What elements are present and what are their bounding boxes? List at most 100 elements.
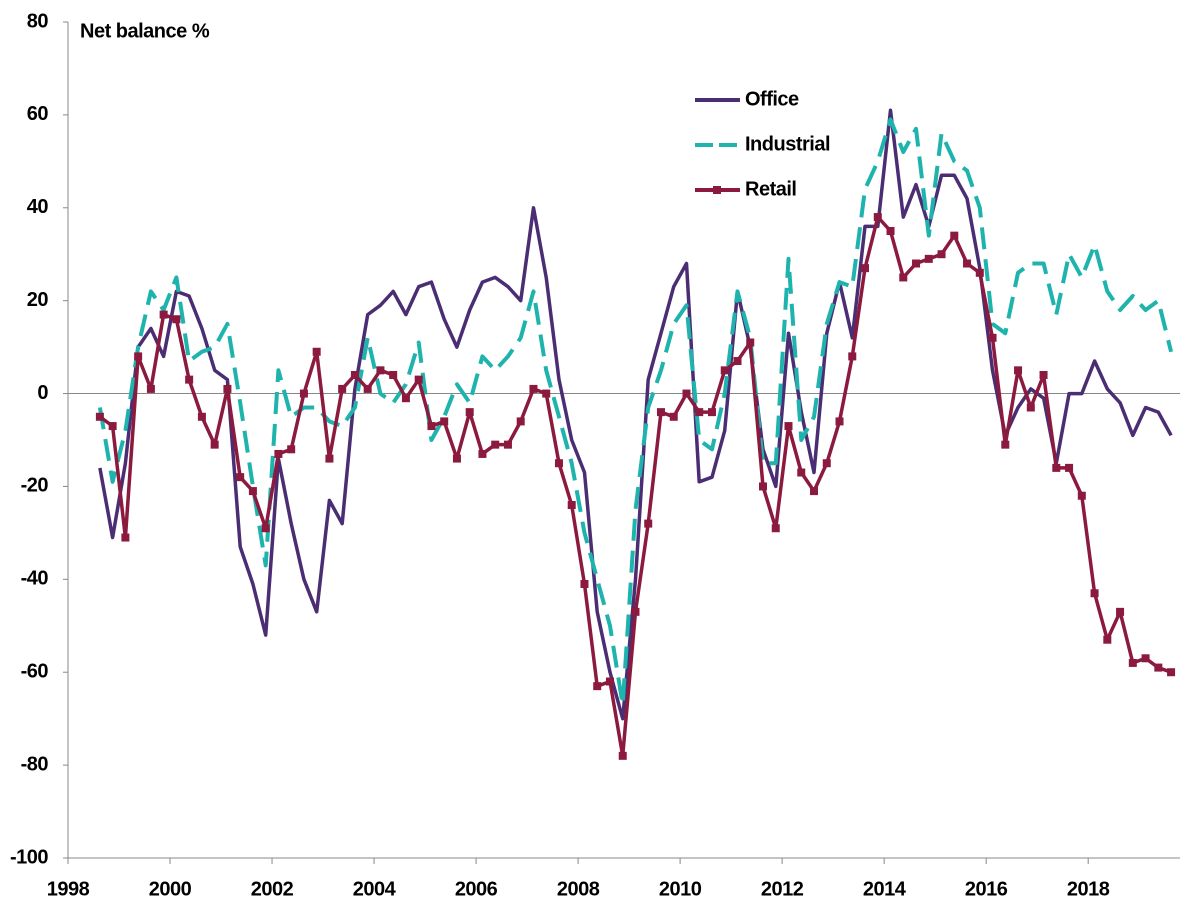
point-marker — [299, 389, 308, 398]
point-marker — [784, 422, 793, 431]
legend-label: Retail — [745, 178, 796, 200]
point-marker — [656, 408, 665, 417]
y-tick-label: -60 — [21, 661, 49, 683]
point-marker — [822, 459, 831, 468]
point-marker — [937, 250, 946, 259]
point-marker — [274, 449, 283, 458]
legend-label: Office — [745, 88, 799, 110]
x-tick-label: 2012 — [761, 878, 804, 900]
point-marker — [861, 264, 870, 273]
point-marker — [1052, 463, 1061, 472]
point-marker — [325, 454, 334, 463]
point-marker — [873, 213, 882, 222]
y-tick-label: 80 — [27, 10, 49, 32]
point-marker — [1090, 589, 1099, 598]
point-marker — [848, 352, 857, 361]
point-marker — [1039, 370, 1048, 379]
point-marker — [924, 254, 933, 263]
point-marker — [975, 268, 984, 277]
point-marker — [95, 412, 104, 421]
point-marker — [529, 384, 538, 393]
x-tick-label: 2014 — [863, 878, 907, 900]
point-marker — [350, 370, 359, 379]
point-marker — [1128, 658, 1137, 667]
point-marker — [720, 366, 729, 375]
series-line — [97, 117, 1174, 707]
y-tick-label: 40 — [27, 196, 49, 218]
point-marker — [631, 607, 640, 616]
point-marker — [478, 449, 487, 458]
point-marker — [1141, 654, 1150, 663]
point-marker — [134, 352, 143, 361]
point-marker — [797, 468, 806, 477]
point-marker — [835, 417, 844, 426]
point-marker — [605, 677, 614, 686]
point-marker — [159, 310, 168, 319]
point-marker — [1103, 635, 1112, 644]
point-marker — [491, 440, 500, 449]
point-marker — [236, 473, 245, 482]
point-marker — [810, 487, 819, 496]
x-tick-label: 2006 — [455, 878, 498, 900]
point-marker — [185, 375, 194, 384]
point-marker — [503, 440, 512, 449]
point-marker — [401, 394, 410, 403]
y-tick-label: 0 — [37, 382, 48, 404]
point-marker — [759, 482, 767, 491]
y-tick-label: 20 — [27, 289, 49, 311]
point-marker — [1001, 440, 1010, 449]
point-marker — [248, 487, 257, 496]
legend-label: Industrial — [745, 133, 830, 155]
point-marker — [669, 412, 678, 421]
point-marker — [261, 524, 270, 533]
point-marker — [1014, 366, 1023, 375]
x-tick-label: 2016 — [965, 878, 1008, 900]
point-marker — [108, 422, 117, 431]
point-marker — [746, 338, 755, 347]
y-tick-label: 60 — [27, 103, 49, 125]
point-marker — [389, 370, 398, 379]
point-marker — [771, 524, 780, 533]
point-marker — [580, 579, 589, 588]
point-marker — [1116, 607, 1125, 616]
point-marker — [682, 389, 691, 398]
point-marker — [542, 389, 551, 398]
point-marker — [644, 519, 653, 528]
point-marker — [988, 333, 997, 342]
point-marker — [516, 417, 525, 426]
point-marker — [210, 440, 219, 449]
point-marker — [1077, 491, 1086, 500]
point-marker — [707, 408, 716, 417]
point-marker — [376, 366, 385, 375]
point-marker — [121, 533, 130, 542]
y-tick-label: -100 — [10, 846, 48, 868]
x-tick-label: 1998 — [47, 878, 90, 900]
point-marker — [886, 227, 895, 235]
point-marker — [338, 384, 347, 393]
point-marker — [1065, 463, 1074, 472]
y-axis-label: Net balance % — [80, 20, 210, 42]
series-line — [98, 215, 1172, 758]
x-tick-label: 2008 — [557, 878, 600, 900]
point-marker — [963, 259, 972, 268]
point-marker — [223, 384, 232, 393]
point-marker — [146, 384, 155, 393]
point-marker — [363, 384, 372, 393]
point-marker — [618, 751, 627, 760]
x-tick-label: 2000 — [149, 878, 192, 900]
point-marker — [427, 422, 436, 431]
y-tick-label: -20 — [21, 475, 49, 497]
point-marker — [567, 501, 576, 510]
point-marker — [950, 231, 959, 240]
point-marker — [593, 682, 602, 691]
point-marker — [465, 408, 474, 417]
point-marker — [554, 459, 563, 468]
point-marker — [1167, 668, 1176, 677]
x-tick-label: 2004 — [353, 878, 397, 900]
point-marker — [1026, 403, 1035, 412]
point-marker — [414, 375, 423, 384]
point-marker — [899, 273, 908, 282]
x-tick-label: 2002 — [251, 878, 294, 900]
y-tick-label: -40 — [21, 568, 49, 590]
